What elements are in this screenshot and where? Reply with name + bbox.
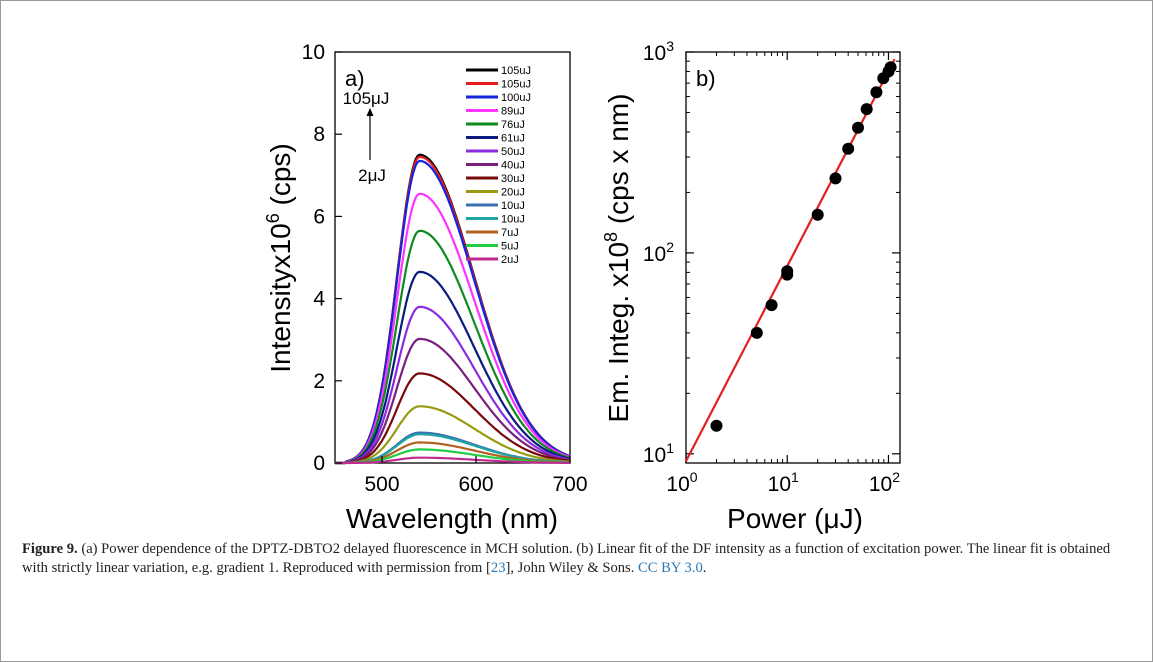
legend-label: 7uJ	[501, 227, 519, 239]
caption-text-end: .	[702, 560, 707, 576]
y-tick-label: 8	[313, 123, 325, 146]
data-point	[870, 86, 883, 99]
legend-label: 76uJ	[501, 119, 525, 131]
legend-label: 105uJ	[501, 79, 531, 91]
spectrum-line	[335, 229, 571, 465]
data-point	[750, 326, 763, 339]
panel-a-ylabel-main: Intensityx10	[265, 223, 296, 372]
panel-b-xlabel: Power (μJ)	[727, 503, 863, 534]
panel-b-ylabel-unit: (cps x nm)	[603, 93, 634, 231]
caption-ref-link[interactable]: 23	[490, 560, 506, 576]
legend-label: 10uJ	[501, 200, 525, 212]
fit-line	[685, 58, 896, 462]
x-tick-label: 102	[869, 469, 900, 496]
y-tick-label: 101	[643, 440, 674, 467]
legend-label: 10uJ	[501, 214, 525, 226]
x-tick-label: 500	[364, 473, 399, 496]
x-tick-label: 100	[666, 469, 697, 496]
panel-a-ylabel-exp: 6	[263, 213, 283, 223]
legend-label: 89uJ	[501, 106, 525, 118]
spectrum-line	[335, 456, 570, 465]
caption-text-1: (a) Power dependence of the DPTZ-DBTO2 d…	[22, 541, 1111, 576]
y-tick-label: 2	[313, 370, 325, 393]
data-point	[884, 61, 897, 74]
panel-a-ticks: 500 600 700 0 2 4 6 8 10	[302, 41, 588, 496]
y-tick-label: 6	[313, 205, 325, 228]
legend-label: 100uJ	[501, 92, 531, 104]
legend-label: 50uJ	[501, 146, 525, 158]
x-tick-label: 600	[458, 473, 493, 496]
spectrum-line	[335, 305, 571, 465]
spectrum-line	[335, 337, 571, 465]
data-point	[781, 265, 794, 278]
figure-caption: Figure 9. (a) Power dependence of the DP…	[22, 540, 1132, 578]
data-point	[829, 172, 842, 185]
panel-b-points	[710, 61, 897, 432]
legend-label: 105uJ	[501, 65, 531, 77]
spectrum-line	[335, 192, 571, 465]
data-point	[842, 142, 855, 155]
spectrum-line	[335, 159, 571, 465]
legend-label: 40uJ	[501, 160, 525, 172]
spectrum-line	[335, 372, 571, 465]
arrow-head	[366, 108, 374, 116]
panel-a-spectra	[335, 153, 571, 465]
panel-b-ylabel-exp: 8	[601, 232, 621, 242]
panel-a-xlabel: Wavelength (nm)	[346, 503, 558, 534]
data-point	[852, 121, 864, 134]
caption-license-link[interactable]: CC BY 3.0	[638, 560, 703, 576]
data-point	[765, 299, 778, 312]
spectrum-line	[335, 405, 571, 465]
legend-label: 61uJ	[501, 133, 525, 145]
legend-label: 5uJ	[501, 241, 519, 253]
y-tick-label: 102	[643, 239, 674, 266]
panel-b-frame	[685, 51, 901, 464]
legend-label: 20uJ	[501, 187, 525, 199]
panel-a-ylabel-unit: (cps)	[265, 143, 296, 213]
legend-label: 2uJ	[501, 254, 519, 266]
panel-b-fit-line	[685, 58, 896, 462]
caption-label: Figure 9.	[22, 541, 78, 557]
spectrum-line	[335, 270, 571, 465]
caption-text-2: ], John Wiley & Sons.	[505, 560, 639, 576]
x-tick-label: 101	[768, 469, 799, 496]
data-point	[710, 419, 723, 432]
y-tick-label: 10	[302, 41, 325, 64]
data-point	[811, 208, 824, 221]
y-tick-label: 0	[313, 452, 325, 475]
panel-a-legend: 105uJ105uJ100uJ89uJ76uJ61uJ50uJ40uJ30uJ2…	[466, 65, 531, 266]
panel-a-label: a)	[345, 66, 365, 91]
y-tick-label: 4	[313, 288, 325, 311]
panel-a-ylabel: Intensityx106 (cps)	[263, 143, 296, 372]
panel-a-frame	[334, 51, 571, 464]
y-tick-label: 103	[643, 38, 674, 65]
panel-b-ylabel: Em. Integ. x108 (cps x nm)	[601, 93, 634, 422]
x-tick-label: 700	[552, 473, 587, 496]
arrow-top-label: 105μJ	[343, 89, 390, 108]
legend-label: 30uJ	[501, 173, 525, 185]
data-point	[860, 103, 873, 116]
panel-b-ylabel-main: Em. Integ. x10	[603, 242, 634, 423]
panel-b-label: b)	[696, 66, 716, 91]
arrow-bottom-label: 2μJ	[358, 166, 386, 185]
